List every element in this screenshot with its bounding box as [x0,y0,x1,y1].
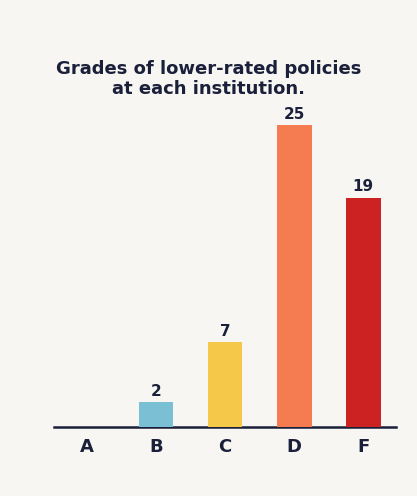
Text: 19: 19 [353,179,374,194]
Text: 7: 7 [220,323,231,339]
Bar [139,402,173,427]
Text: 25: 25 [284,107,305,122]
Bar [208,342,242,427]
Text: Grades of lower-rated policies
at each institution.: Grades of lower-rated policies at each i… [56,60,361,98]
Text: 2: 2 [151,384,161,399]
Bar [346,198,381,427]
Bar [277,125,311,427]
